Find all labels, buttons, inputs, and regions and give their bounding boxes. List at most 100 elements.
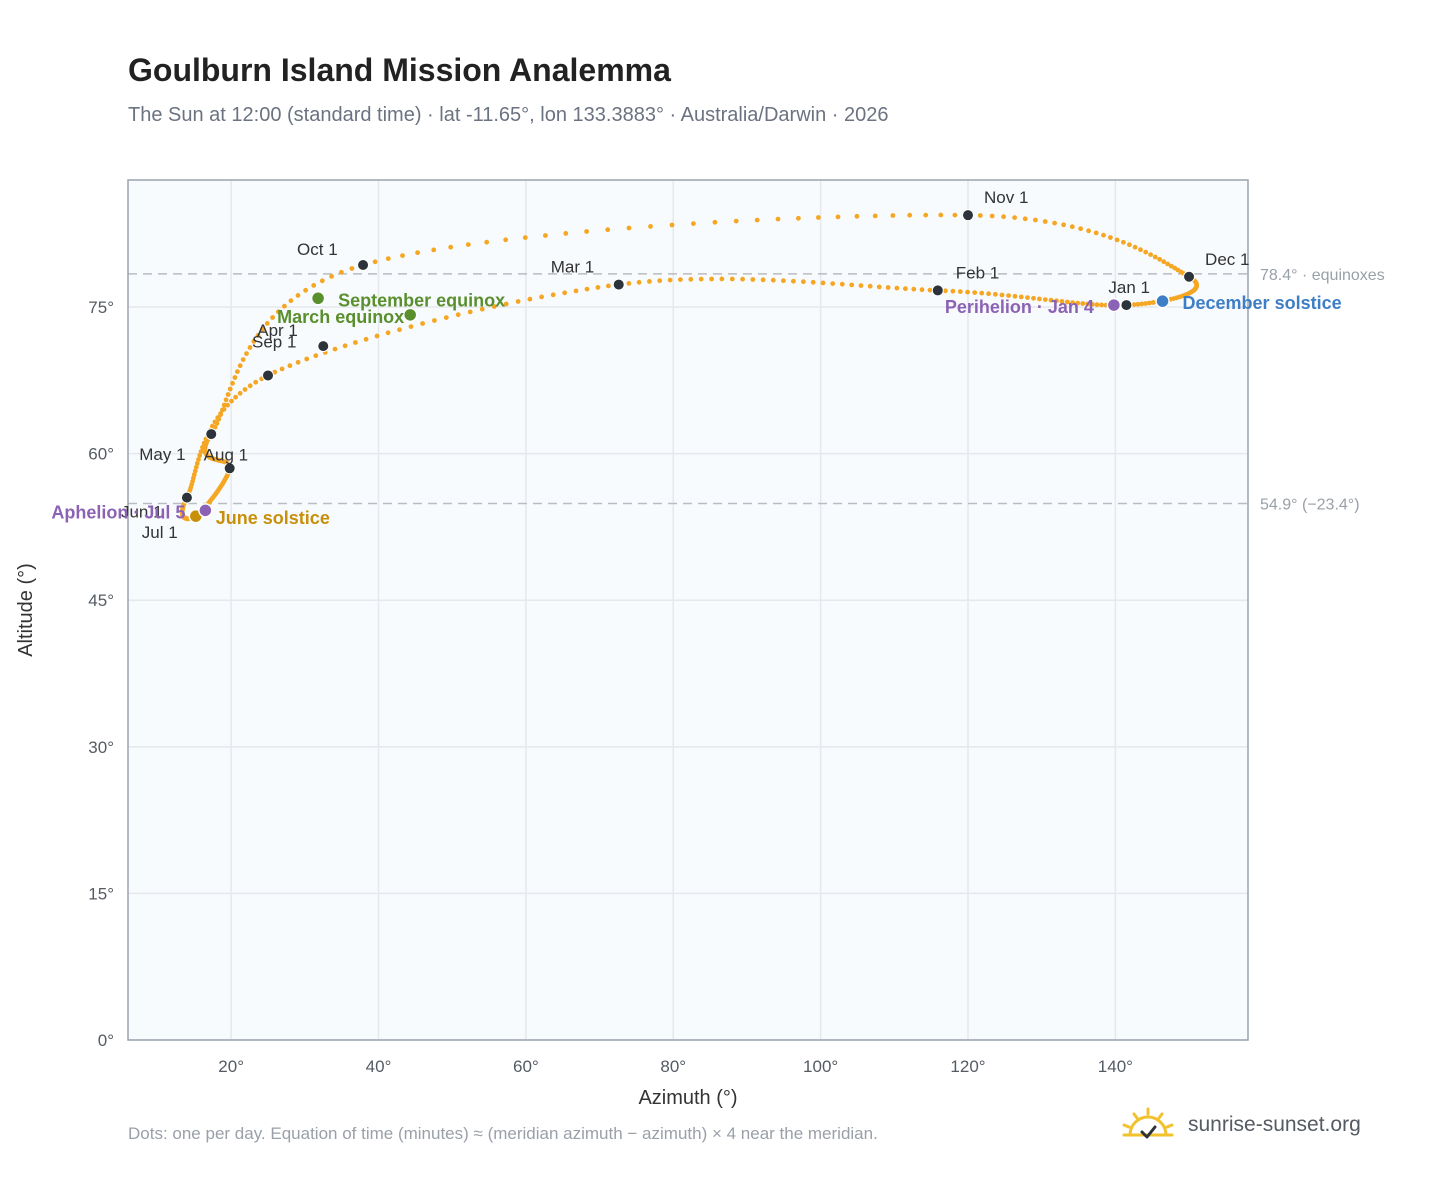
day-dot bbox=[820, 280, 826, 286]
brand-name: sunrise-sunset.org bbox=[1188, 1113, 1361, 1136]
day-dot bbox=[1108, 235, 1113, 240]
x-tick-label: 80° bbox=[660, 1057, 686, 1076]
day-dot bbox=[550, 292, 556, 298]
day-dot bbox=[260, 326, 265, 332]
event-label: September equinox bbox=[338, 290, 505, 310]
day-dot bbox=[197, 453, 203, 458]
day-dot bbox=[431, 247, 437, 253]
day-dot bbox=[235, 369, 240, 374]
day-dot bbox=[989, 213, 995, 219]
day-dot bbox=[1061, 222, 1066, 228]
day-dot bbox=[1069, 224, 1075, 230]
day-dot bbox=[1138, 247, 1143, 253]
day-dot bbox=[1143, 249, 1149, 255]
day-dot bbox=[1157, 256, 1162, 262]
day-dot bbox=[957, 289, 963, 294]
day-dot bbox=[894, 285, 900, 291]
month-label: May 1 bbox=[139, 445, 185, 464]
day-dot bbox=[400, 253, 405, 258]
day-dot bbox=[287, 363, 293, 369]
day-dot bbox=[979, 290, 985, 296]
day-dot bbox=[385, 256, 391, 261]
day-dot bbox=[479, 306, 485, 312]
month-marker bbox=[1183, 270, 1196, 283]
day-dot bbox=[539, 294, 544, 300]
x-tick-label: 100° bbox=[803, 1057, 838, 1076]
month-marker bbox=[180, 491, 193, 504]
day-dot bbox=[198, 449, 204, 454]
day-dot bbox=[709, 276, 714, 282]
day-dot bbox=[801, 279, 806, 285]
day-dot bbox=[835, 214, 841, 220]
day-dot bbox=[1018, 294, 1024, 300]
day-dot bbox=[229, 398, 234, 404]
day-dot bbox=[923, 212, 929, 218]
plot-area bbox=[128, 180, 1248, 1040]
day-dot bbox=[372, 259, 378, 265]
day-dot bbox=[311, 283, 317, 288]
day-dot bbox=[647, 279, 652, 284]
day-dot bbox=[584, 286, 590, 292]
day-dot bbox=[491, 304, 497, 309]
y-tick-label: 30° bbox=[88, 738, 114, 757]
month-marker bbox=[612, 278, 625, 291]
x-axis-label: Azimuth (°) bbox=[638, 1087, 737, 1109]
day-dot bbox=[849, 282, 855, 288]
day-dot bbox=[303, 287, 308, 293]
day-dot bbox=[415, 250, 420, 256]
day-dot bbox=[1086, 228, 1091, 234]
day-dot bbox=[1059, 299, 1065, 304]
day-dot bbox=[270, 315, 275, 320]
day-dot bbox=[275, 309, 281, 315]
day-dot bbox=[858, 283, 864, 288]
x-tick-label: 60° bbox=[513, 1057, 539, 1076]
month-label: Jul 1 bbox=[142, 523, 178, 542]
footnote: Dots: one per day. Equation of time (min… bbox=[128, 1124, 878, 1143]
x-tick-label: 140° bbox=[1098, 1057, 1133, 1076]
day-dot bbox=[420, 321, 425, 326]
day-dot bbox=[247, 345, 253, 350]
y-tick-label: 15° bbox=[88, 884, 114, 903]
day-dot bbox=[733, 218, 739, 224]
day-dot bbox=[1080, 301, 1086, 306]
day-dot bbox=[1042, 297, 1048, 302]
day-dot bbox=[872, 213, 878, 219]
day-dot bbox=[295, 359, 301, 365]
day-dot bbox=[691, 221, 696, 227]
day-dot bbox=[233, 394, 239, 400]
day-dot bbox=[339, 269, 344, 275]
day-dot bbox=[1078, 226, 1083, 232]
month-label: Mar 1 bbox=[551, 258, 594, 277]
plot-frame bbox=[127, 179, 1249, 1041]
month-label: Apr 1 bbox=[257, 321, 298, 340]
day-dot bbox=[669, 222, 675, 228]
day-dot bbox=[230, 380, 235, 386]
day-dot bbox=[1012, 215, 1017, 221]
sun-check-icon bbox=[1122, 1107, 1174, 1139]
x-tick-label: 120° bbox=[950, 1057, 985, 1076]
day-dot bbox=[232, 375, 238, 380]
day-dot bbox=[977, 213, 983, 218]
day-dot bbox=[432, 318, 437, 323]
day-dot bbox=[467, 309, 473, 315]
day-dot bbox=[237, 390, 243, 396]
day-dot bbox=[543, 233, 548, 238]
month-label: Feb 1 bbox=[956, 263, 999, 282]
x-tick-label: 20° bbox=[218, 1057, 244, 1076]
day-dot bbox=[999, 292, 1005, 298]
day-dot bbox=[729, 276, 735, 282]
day-dot bbox=[1101, 232, 1106, 238]
month-label: Aug 1 bbox=[204, 445, 248, 464]
reference-line-label: 78.4° · equinoxes bbox=[1260, 267, 1385, 284]
month-label: Oct 1 bbox=[297, 240, 338, 259]
day-dot bbox=[750, 277, 756, 282]
day-dot bbox=[1070, 300, 1075, 305]
brand[interactable]: sunrise-sunset.org bbox=[1120, 1100, 1361, 1150]
day-dot bbox=[775, 216, 781, 222]
day-dot bbox=[342, 343, 348, 349]
day-dot bbox=[1094, 302, 1100, 308]
day-dot bbox=[839, 281, 845, 287]
day-dot bbox=[193, 464, 199, 470]
day-dot bbox=[919, 287, 925, 293]
